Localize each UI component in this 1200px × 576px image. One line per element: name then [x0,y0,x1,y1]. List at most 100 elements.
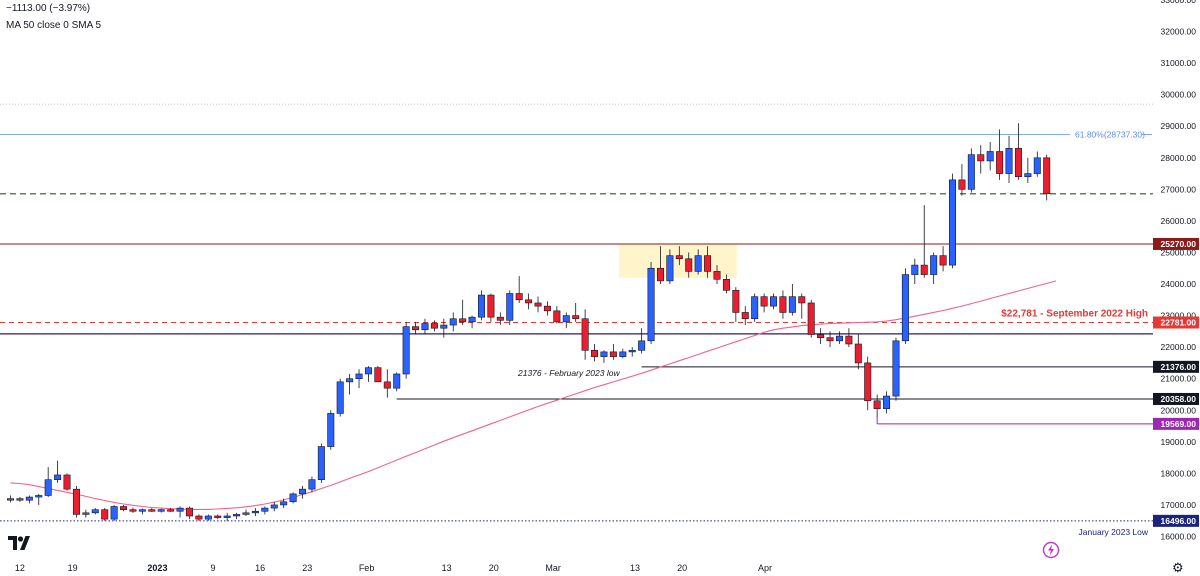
candle [845,328,853,348]
y-tick-label: 29000.00 [1161,121,1197,131]
lightning-icon[interactable] [1042,541,1060,564]
candle-body [986,151,994,162]
candle-body [996,151,1004,174]
candle [958,164,966,196]
candle-body [534,302,542,307]
candle-body [760,296,768,307]
candle [138,508,146,515]
candle-body [892,340,900,397]
candle [581,309,589,360]
candle-body [864,362,872,402]
candle [741,306,749,326]
gear-icon[interactable]: ⚙ [1172,560,1184,575]
x-tick-label: 13 [442,563,452,573]
candle-body [430,323,438,329]
candle-body [251,510,259,514]
candle-body [327,413,335,447]
candle-body [977,154,985,162]
candle [1014,123,1022,180]
candle-body [967,154,975,190]
candle-body [477,294,485,318]
candle [864,356,872,411]
candle [44,467,52,498]
candle-body [459,318,467,323]
candle [609,343,617,360]
price-tag-label: 19569.00 [1161,419,1197,429]
candle [383,369,391,398]
candle-body [195,515,203,520]
candle [779,290,787,319]
candle-body [280,501,288,506]
candle [883,391,891,414]
price-tag-bg [1153,316,1199,329]
candle [402,321,410,379]
candle-body [647,267,655,342]
candle-body [233,514,241,517]
candle-body [619,351,627,357]
x-tick-label: 9 [211,563,216,573]
candle [807,299,815,338]
candle-body [289,493,297,503]
price-tag-bg [1153,360,1199,373]
candle-body [591,350,599,357]
candle [270,501,278,512]
candle-body [845,335,853,345]
candle [628,347,636,357]
candle-body [948,179,956,266]
candle [261,506,269,515]
tradingview-logo-icon[interactable] [8,536,32,555]
y-tick-label: 31000.00 [1161,58,1197,68]
candle [459,299,467,326]
candle-body [487,294,495,318]
candle [421,318,429,335]
price-tag-bg [1153,514,1199,527]
price-tag-bg [1153,417,1199,430]
candle-body [751,296,759,320]
candle-body [148,509,156,512]
candle-body [1024,173,1032,178]
candle-body [562,315,570,323]
candle [496,312,504,326]
candle [233,512,241,520]
price-tag-label: 20358.00 [1161,394,1197,404]
candle [157,508,165,513]
candle [713,265,721,285]
candle [543,301,551,316]
candle-body [7,498,15,501]
candle [374,366,382,383]
candle [892,337,900,401]
candle-body [685,258,693,272]
candle [25,495,33,504]
candle [873,394,881,417]
candle-body [299,488,307,495]
ma-indicator-label[interactable]: MA 50 close 0 SMA 5 [6,20,102,31]
candle [600,350,608,363]
candle [430,320,438,332]
y-tick-label: 24000.00 [1161,279,1197,289]
candle [242,509,250,516]
candle-body [798,296,806,304]
candle-body [204,515,212,520]
candle-body [807,302,815,335]
candle-body [101,509,109,520]
x-tick-label: 13 [630,563,640,573]
y-tick-label: 17000.00 [1161,500,1197,510]
candle-body [883,395,891,409]
candle-body [223,515,231,518]
x-tick-label: 16 [255,563,265,573]
candle [1033,151,1041,177]
candle-body [741,312,749,320]
ma-50-line [10,280,1057,510]
candle-body [242,512,250,515]
y-tick-label: 32000.00 [1161,27,1197,37]
candle-body [732,290,740,313]
candle [120,504,128,512]
candle [939,246,947,272]
candle [468,315,476,329]
candle-body [930,255,938,275]
price-tag-label: 22781.00 [1161,317,1197,327]
candle [223,512,231,521]
candle-body [826,337,834,342]
candle [553,306,561,324]
